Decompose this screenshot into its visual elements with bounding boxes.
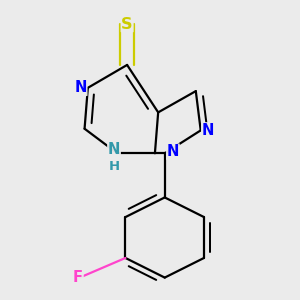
Text: N: N xyxy=(167,144,179,159)
Text: N: N xyxy=(202,123,214,138)
Text: H: H xyxy=(108,160,120,173)
Text: F: F xyxy=(73,270,83,285)
Text: N: N xyxy=(74,80,87,95)
Text: S: S xyxy=(121,16,133,32)
Text: N: N xyxy=(108,142,120,158)
